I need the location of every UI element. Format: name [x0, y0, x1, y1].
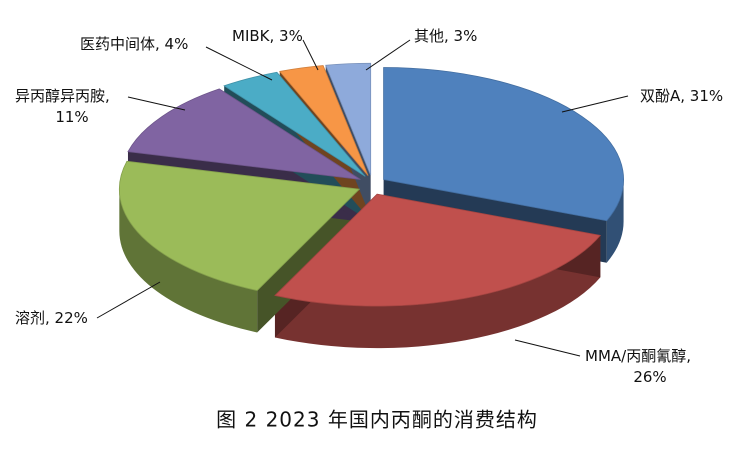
data-label-line: 医药中间体, 4% — [80, 35, 188, 53]
slice — [325, 62, 372, 176]
chart-caption: 图 2 2023 年国内丙酮的消费结构 — [216, 408, 538, 432]
leader-line — [514, 339, 581, 357]
data-label-line: MMA/丙酮氰醇, — [585, 347, 691, 365]
slice-side — [606, 179, 624, 263]
data-label-line: 26% — [633, 368, 666, 386]
slice — [383, 67, 624, 222]
slice — [274, 193, 602, 307]
data-label-line: 11% — [55, 108, 88, 126]
slice-side — [119, 189, 258, 333]
pie-tops — [118, 62, 624, 307]
data-label-line: 双酚A, 31% — [640, 87, 723, 105]
leader-line — [96, 281, 161, 319]
slice-side — [274, 235, 601, 349]
leader-line — [205, 46, 273, 81]
data-label: MIBK, 3% — [232, 27, 303, 45]
slice — [127, 88, 361, 180]
leader-line — [302, 39, 319, 71]
data-label-line: 溶剂, 22% — [15, 309, 88, 327]
data-label: 异丙醇异丙胺, 11% — [15, 87, 110, 126]
leader-line — [561, 95, 629, 113]
slice — [118, 160, 361, 291]
data-label: 医药中间体, 4% — [80, 35, 188, 53]
data-label-line: 其他, 3% — [414, 27, 477, 45]
slice — [223, 71, 366, 177]
leader-line — [127, 96, 186, 111]
data-label: MMA/丙酮氰醇, 26% — [585, 347, 691, 386]
slice — [278, 65, 369, 176]
data-label: 其他, 3% — [414, 27, 477, 45]
labels: 双酚A, 31% MMA/丙酮氰醇, 26% 溶剂, 22% 异丙醇异丙胺, 11% 医药中… — [15, 27, 723, 386]
data-label: 溶剂, 22% — [15, 309, 88, 327]
data-label-line: MIBK, 3% — [232, 27, 303, 45]
leader-line — [365, 39, 411, 71]
data-label: 双酚A, 31% — [640, 87, 723, 105]
data-label-line: 异丙醇异丙胺, — [15, 87, 110, 105]
